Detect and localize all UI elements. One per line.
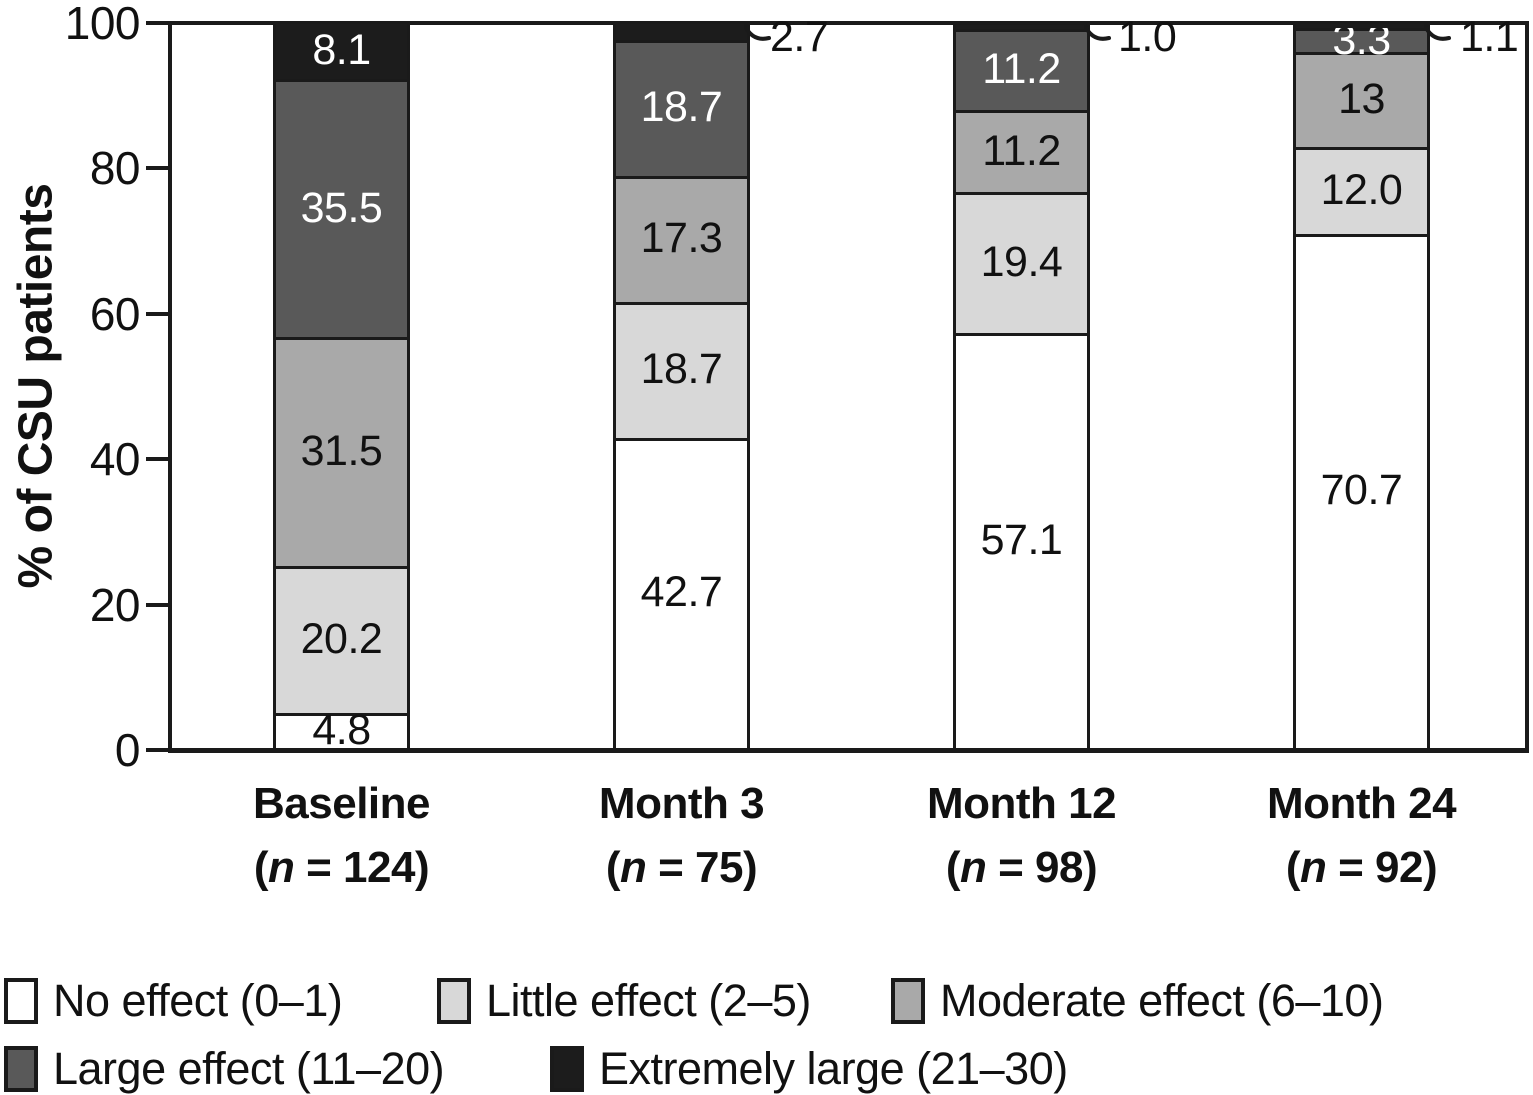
x-axis-category-label: Month 3 (n = 75)	[492, 772, 872, 900]
legend-item-label: Little effect (2–5)	[486, 975, 811, 1026]
bar-segment	[953, 28, 1090, 111]
x-axis-line	[168, 748, 1529, 753]
bar-segment	[1293, 28, 1430, 53]
callout-value-label: 1.1	[1460, 13, 1519, 61]
bar-segment	[613, 437, 750, 748]
x-axis-category-label: Month 12 (n = 98)	[832, 772, 1212, 900]
category-name: Month 3	[598, 779, 765, 828]
legend-swatch	[4, 978, 38, 1024]
plot-top-frame-line	[168, 21, 1529, 25]
callout-value-label: 2.7	[770, 13, 829, 61]
y-axis-tick-label: 60	[89, 287, 141, 340]
category-sample-size: (n = 98)	[945, 843, 1098, 892]
x-axis-category-label: Month 24 (n = 92)	[1172, 772, 1533, 900]
y-axis-tick	[146, 457, 168, 462]
category-name: Baseline	[253, 779, 430, 828]
callout-leader-line	[1083, 22, 1112, 46]
bar-segment	[1293, 52, 1430, 147]
y-axis-tick-label: 100	[64, 0, 141, 49]
bar-segment	[613, 39, 750, 176]
bar-segment	[273, 21, 410, 80]
legend-item: No effect (0–1)	[4, 975, 343, 1027]
category-sample-size: (n = 75)	[605, 843, 758, 892]
category-sample-size: (n = 92)	[1285, 843, 1438, 892]
y-axis-tick	[146, 602, 168, 607]
legend-item-label: Extremely large (21–30)	[599, 1043, 1068, 1094]
bar-segment	[953, 21, 1090, 29]
y-axis-tick	[146, 748, 168, 752]
bar-segment	[613, 175, 750, 302]
bar-segment	[273, 566, 410, 714]
legend-item: Extremely large (21–30)	[550, 1043, 1068, 1095]
legend-swatch	[550, 1046, 584, 1092]
y-axis-tick-label: 20	[89, 578, 141, 631]
legend-swatch	[4, 1046, 38, 1092]
bar-segment	[953, 110, 1090, 192]
y-axis-tick-label: 80	[89, 142, 141, 195]
plot-right-frame-line	[1525, 21, 1529, 753]
bar-segment	[953, 191, 1090, 333]
callout-leader-line	[743, 22, 772, 46]
bar-segment	[953, 332, 1090, 748]
category-name: Month 12	[926, 779, 1117, 828]
legend-swatch	[891, 978, 925, 1024]
bar-segment	[273, 337, 410, 567]
bar-segment	[613, 21, 750, 40]
bar-segment	[1293, 234, 1430, 748]
y-axis-tick-label: 40	[89, 433, 141, 486]
y-axis-tick	[146, 166, 168, 171]
callout-value-label: 1.0	[1118, 13, 1177, 61]
legend-item-label: Moderate effect (6–10)	[940, 975, 1384, 1026]
y-axis-tick-label: 0	[114, 724, 141, 776]
bar-segment	[613, 301, 750, 438]
x-axis-category-label: Baseline (n = 124)	[152, 772, 532, 900]
callout-leader-line	[1423, 22, 1452, 46]
bar-segment	[273, 79, 410, 338]
legend-item-label: No effect (0–1)	[53, 975, 343, 1026]
bar-segment	[1293, 21, 1430, 29]
legend-item: Large effect (11–20)	[4, 1043, 445, 1095]
category-name: Month 24	[1266, 779, 1457, 828]
bar-segment	[273, 713, 410, 748]
legend-item: Moderate effect (6–10)	[891, 975, 1384, 1027]
y-axis-line	[168, 21, 172, 753]
y-axis-tick	[146, 21, 168, 25]
legend-item: Little effect (2–5)	[437, 975, 811, 1027]
legend-swatch	[437, 978, 471, 1024]
y-axis-tick	[146, 311, 168, 316]
legend-item-label: Large effect (11–20)	[53, 1043, 445, 1094]
bar-segment	[1293, 146, 1430, 234]
category-sample-size: (n = 124)	[253, 843, 430, 892]
y-axis-title: % of CSU patients	[9, 183, 63, 589]
